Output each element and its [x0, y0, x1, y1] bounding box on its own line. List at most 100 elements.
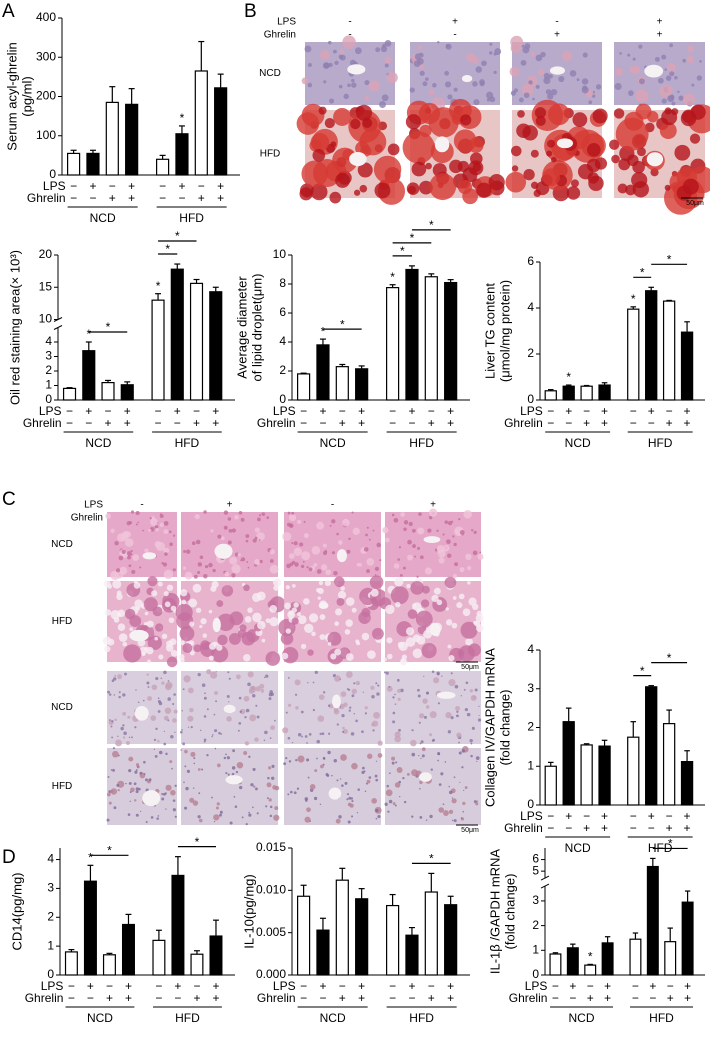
- y-tick-label: 0: [532, 967, 539, 981]
- texture: [341, 784, 344, 787]
- group-label: NCD: [320, 436, 346, 450]
- bar: [646, 865, 659, 976]
- texture: [421, 747, 426, 752]
- texture: [478, 705, 480, 708]
- texture: [202, 633, 208, 638]
- texture: [122, 711, 127, 716]
- condition-sign: −: [565, 821, 572, 835]
- texture: [161, 681, 165, 685]
- texture: [206, 708, 209, 711]
- texture: [558, 75, 565, 83]
- texture: [117, 735, 119, 738]
- y-tick-label: 0: [49, 167, 56, 181]
- y-tick-label: 4: [527, 300, 534, 314]
- texture: [458, 593, 465, 600]
- texture: [127, 555, 131, 560]
- texture: [473, 99, 480, 106]
- texture: [311, 631, 316, 637]
- texture: [112, 768, 115, 772]
- condition-sign: −: [630, 809, 637, 823]
- condition-sign: +: [648, 404, 655, 418]
- texture: [239, 708, 246, 715]
- texture: [131, 736, 133, 739]
- micrograph: [180, 747, 280, 826]
- texture: [294, 679, 301, 686]
- group-label: HFD: [649, 1011, 674, 1025]
- texture: [308, 733, 312, 736]
- texture: [122, 531, 129, 538]
- texture: [384, 63, 389, 68]
- condition-sign: +: [212, 991, 219, 1005]
- header-sign: -: [140, 500, 143, 511]
- condition-sign: −: [300, 979, 307, 993]
- bar: [662, 723, 676, 806]
- condition-label: LPS: [525, 979, 548, 993]
- bar: [101, 382, 115, 401]
- texture: [301, 160, 328, 187]
- texture: [166, 656, 178, 668]
- texture: [226, 756, 230, 760]
- texture: [258, 539, 261, 541]
- texture: [674, 144, 691, 161]
- texture: [287, 793, 290, 796]
- texture: [117, 623, 126, 632]
- texture: [445, 607, 449, 611]
- y-tick-label: 2: [47, 909, 54, 923]
- texture: [543, 72, 550, 79]
- texture: [328, 732, 331, 735]
- texture: [183, 675, 191, 683]
- texture: [168, 530, 172, 534]
- texture: [412, 603, 417, 608]
- texture: [166, 584, 174, 591]
- texture: [146, 620, 154, 628]
- condition-sign: −: [155, 979, 162, 993]
- bar: [64, 951, 78, 976]
- texture: [372, 729, 375, 732]
- condition-sign: −: [547, 404, 554, 418]
- texture: [188, 598, 198, 608]
- texture: [223, 525, 228, 530]
- bar: [562, 721, 575, 806]
- bar: [125, 103, 139, 176]
- texture: [254, 527, 260, 533]
- texture: [438, 807, 445, 813]
- texture: [419, 180, 433, 195]
- texture: [671, 101, 676, 106]
- texture: [351, 762, 358, 770]
- texture: [170, 649, 178, 657]
- texture: [174, 784, 177, 787]
- texture: [511, 165, 519, 172]
- texture: [322, 756, 326, 760]
- texture: [659, 122, 677, 140]
- texture: [669, 43, 674, 48]
- texture: [118, 633, 128, 642]
- texture: [385, 537, 390, 543]
- texture: [383, 657, 387, 662]
- texture: [293, 541, 298, 546]
- texture: [400, 512, 406, 517]
- texture: [187, 715, 194, 722]
- texture: [208, 609, 213, 614]
- group-label: HFD: [175, 1011, 200, 1025]
- texture: [338, 84, 343, 89]
- condition-sign: −: [632, 991, 639, 1005]
- texture: [137, 521, 140, 524]
- texture: [122, 736, 126, 739]
- texture: [386, 653, 393, 660]
- texture: [111, 679, 115, 682]
- texture: [475, 66, 483, 73]
- texture: [386, 784, 390, 788]
- texture: [127, 715, 131, 719]
- texture: [117, 674, 123, 680]
- texture: [142, 529, 145, 532]
- condition-sign: −: [178, 191, 185, 205]
- texture: [270, 692, 274, 696]
- texture: [170, 789, 176, 796]
- texture: [259, 559, 263, 564]
- texture: [206, 753, 209, 757]
- texture: [542, 168, 560, 186]
- texture: [182, 566, 187, 570]
- texture: [366, 569, 370, 574]
- texture: [293, 547, 302, 556]
- texture: [301, 735, 303, 738]
